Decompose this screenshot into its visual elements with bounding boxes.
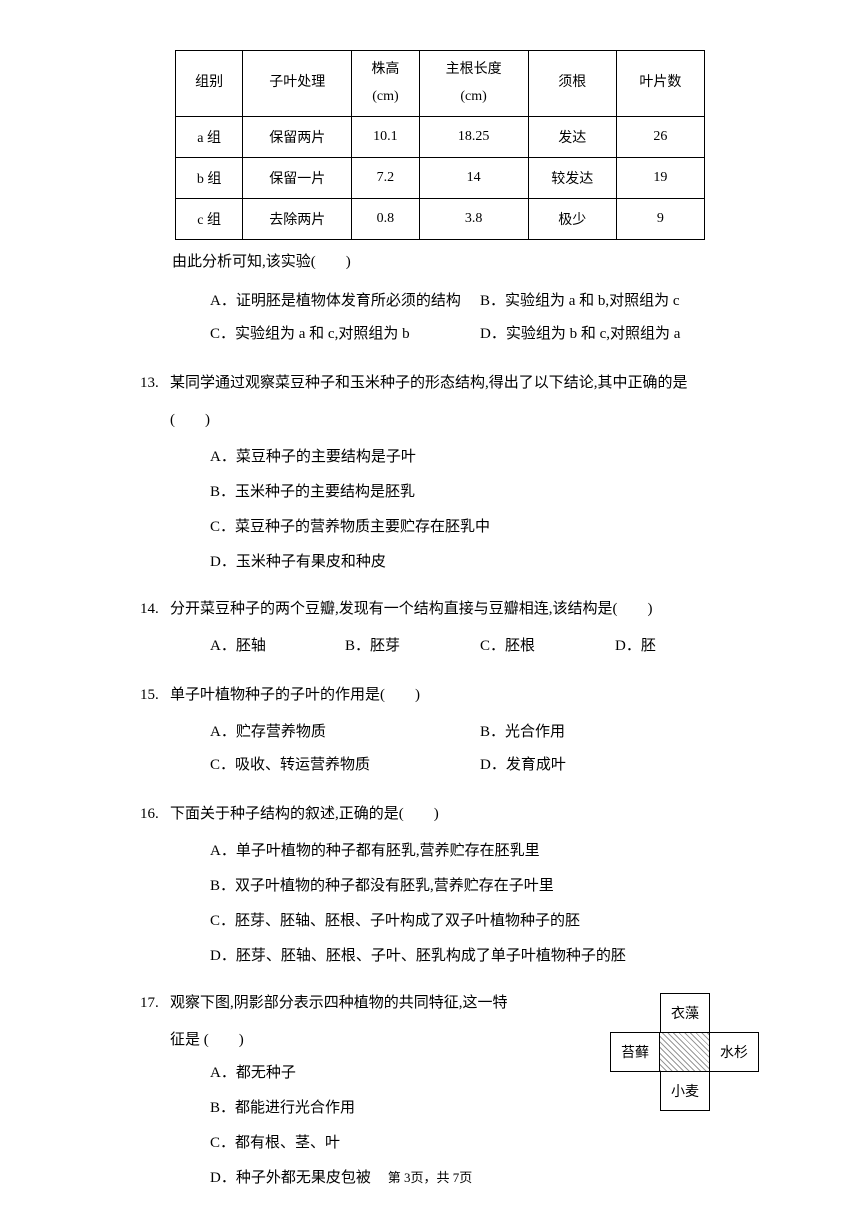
question-16: 16. 下面关于种子结构的叙述,正确的是( ) (140, 798, 760, 831)
q-text: 观察下图,阴影部分表示四种植物的共同特征,这一特 (170, 987, 602, 1020)
q14-options: A．胚轴 B．胚芽 C．胚根 D．胚 (210, 630, 760, 663)
col-group: 组别 (176, 51, 243, 117)
q-number: 14. (140, 593, 170, 626)
option-c: C．实验组为 a 和 c,对照组为 b (210, 318, 480, 351)
option-d: D．发育成叶 (480, 749, 566, 782)
venn-top: 衣藻 (660, 993, 710, 1033)
col-leaf-count: 叶片数 (616, 51, 704, 117)
col-root-length: 主根长度(cm) (419, 51, 528, 117)
q-text: 分开菜豆种子的两个豆瓣,发现有一个结构直接与豆瓣相连,该结构是( ) (170, 593, 760, 626)
q12-options: A．证明胚是植物体发育所必须的结构 B．实验组为 a 和 b,对照组为 c C．… (210, 285, 760, 351)
option-b: B．实验组为 a 和 b,对照组为 c (480, 285, 680, 318)
option-d: D．胚芽、胚轴、胚根、子叶、胚乳构成了单子叶植物种子的胚 (210, 940, 760, 973)
option-b: B．玉米种子的主要结构是胚乳 (210, 476, 760, 509)
q-text: 单子叶植物种子的子叶的作用是( ) (170, 679, 760, 712)
option-c: C．胚芽、胚轴、胚根、子叶构成了双子叶植物种子的胚 (210, 905, 760, 938)
q-number: 13. (140, 367, 170, 400)
table-header-row: 组别 子叶处理 株高(cm) 主根长度(cm) 须根 叶片数 (176, 51, 705, 117)
q13-options: A．菜豆种子的主要结构是子叶 B．玉米种子的主要结构是胚乳 C．菜豆种子的营养物… (210, 441, 760, 579)
option-a: A．都无种子 (210, 1057, 602, 1090)
col-treatment: 子叶处理 (243, 51, 352, 117)
option-d: D．胚 (615, 630, 750, 663)
option-c: C．菜豆种子的营养物质主要贮存在胚乳中 (210, 511, 760, 544)
q-text: 某同学通过观察菜豆种子和玉米种子的形态结构,得出了以下结论,其中正确的是 (170, 367, 760, 400)
venn-right: 水杉 (709, 1032, 759, 1072)
option-a: A．证明胚是植物体发育所必须的结构 (210, 285, 480, 318)
page-content: 组别 子叶处理 株高(cm) 主根长度(cm) 须根 叶片数 a 组 保留两片 … (100, 50, 760, 1197)
q17-text2: 征是 ( ) (170, 1024, 602, 1057)
option-d: D．实验组为 b 和 c,对照组为 a (480, 318, 680, 351)
option-a: A．贮存营养物质 (210, 716, 480, 749)
table-row: c 组 去除两片 0.8 3.8 极少 9 (176, 199, 705, 240)
option-b: B．都能进行光合作用 (210, 1092, 602, 1125)
table-row: b 组 保留一片 7.2 14 较发达 19 (176, 158, 705, 199)
question-13: 13. 某同学通过观察菜豆种子和玉米种子的形态结构,得出了以下结论,其中正确的是 (140, 367, 760, 400)
option-c: C．吸收、转运营养物质 (210, 749, 480, 782)
option-b: B．光合作用 (480, 716, 565, 749)
col-height: 株高(cm) (352, 51, 419, 117)
q13-paren: ( ) (170, 404, 760, 437)
question-14: 14. 分开菜豆种子的两个豆瓣,发现有一个结构直接与豆瓣相连,该结构是( ) (140, 593, 760, 626)
q-text: 下面关于种子结构的叙述,正确的是( ) (170, 798, 760, 831)
venn-center (659, 1032, 710, 1072)
option-c: C．都有根、茎、叶 (210, 1127, 602, 1160)
analysis-text: 由此分析可知,该实验( ) (172, 250, 760, 271)
option-b: B．双子叶植物的种子都没有胚乳,营养贮存在子叶里 (210, 870, 760, 903)
experiment-table: 组别 子叶处理 株高(cm) 主根长度(cm) 须根 叶片数 a 组 保留两片 … (175, 50, 705, 240)
option-c: C．胚根 (480, 630, 615, 663)
q-number: 15. (140, 679, 170, 712)
table-row: a 组 保留两片 10.1 18.25 发达 26 (176, 117, 705, 158)
option-b: B．胚芽 (345, 630, 480, 663)
venn-bottom: 小麦 (660, 1071, 710, 1111)
q16-options: A．单子叶植物的种子都有胚乳,营养贮存在胚乳里 B．双子叶植物的种子都没有胚乳,… (210, 835, 760, 973)
col-fibrous-root: 须根 (528, 51, 616, 117)
q-number: 16. (140, 798, 170, 831)
option-a: A．单子叶植物的种子都有胚乳,营养贮存在胚乳里 (210, 835, 760, 868)
option-d: D．玉米种子有果皮和种皮 (210, 546, 760, 579)
question-17: 17. 观察下图,阴影部分表示四种植物的共同特征,这一特 征是 ( ) A．都无… (100, 987, 760, 1197)
option-a: A．胚轴 (210, 630, 345, 663)
option-a: A．菜豆种子的主要结构是子叶 (210, 441, 760, 474)
q15-options: A．贮存营养物质 B．光合作用 C．吸收、转运营养物质 D．发育成叶 (210, 716, 760, 782)
page-footer: 第 3页，共 7页 (0, 1167, 860, 1186)
q-number: 17. (140, 987, 170, 1020)
venn-left: 苔藓 (610, 1032, 660, 1072)
question-15: 15. 单子叶植物种子的子叶的作用是( ) (140, 679, 760, 712)
venn-diagram: 衣藻 苔藓 水杉 小麦 (610, 993, 760, 1143)
